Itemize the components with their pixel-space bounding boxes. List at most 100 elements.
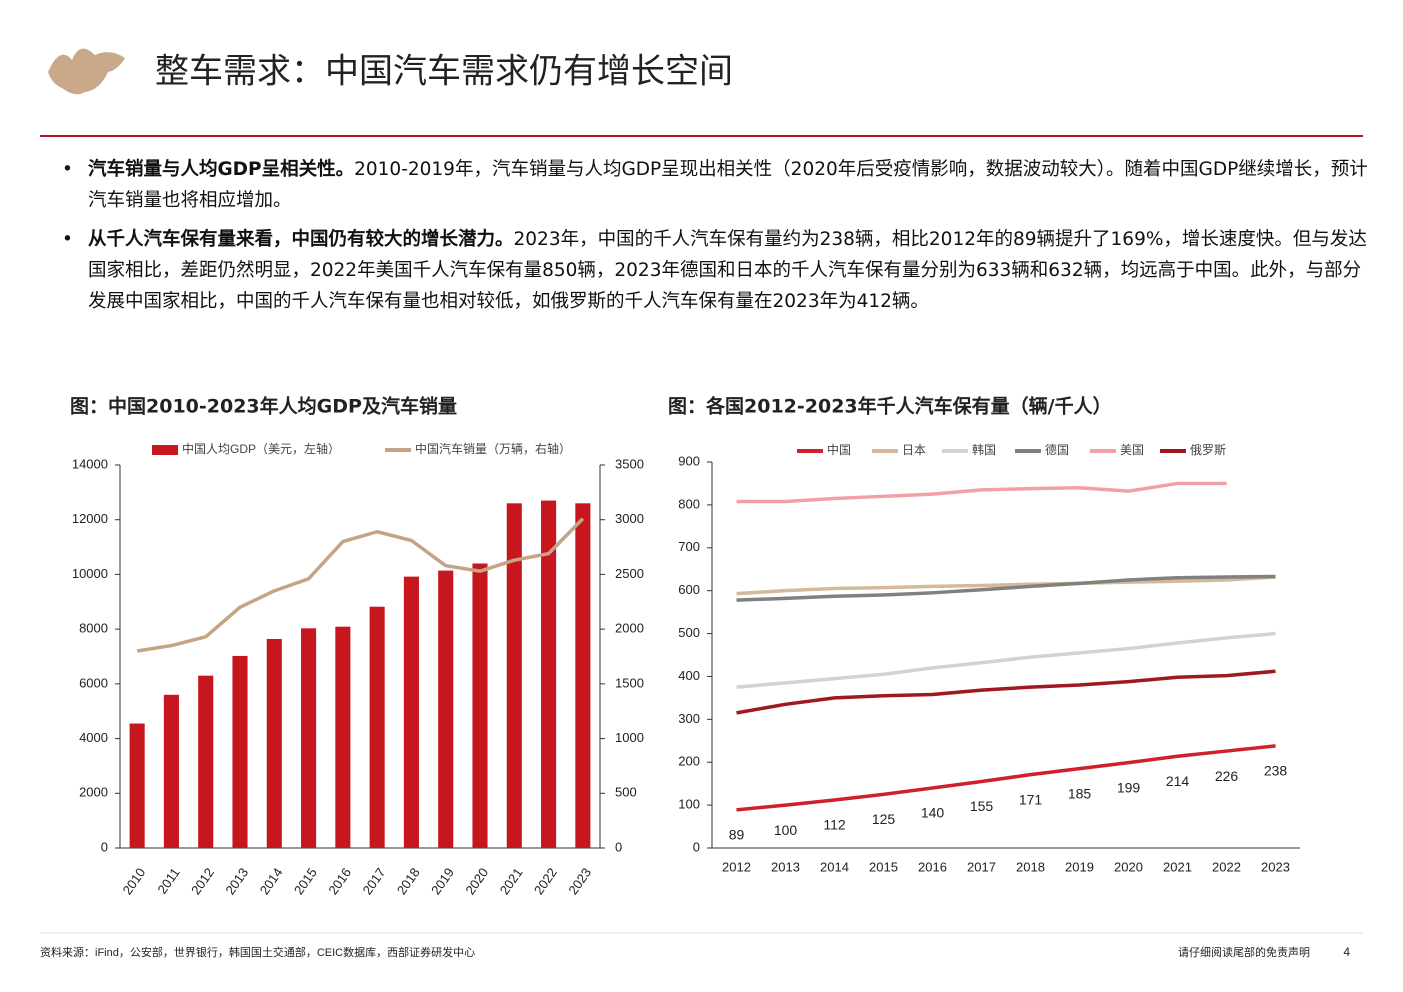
bullet-bold: 从千人汽车保有量来看，中国仍有较大的增长潜力。 [88, 229, 514, 250]
data-label: 185 [1068, 785, 1092, 801]
y-tick-label: 200 [678, 754, 700, 769]
x-tick-label: 2015 [869, 859, 898, 874]
x-tick-label: 2012 [722, 859, 751, 874]
y-tick-label: 500 [678, 625, 700, 640]
y2-tick-label: 500 [615, 785, 637, 800]
x-tick-label: 2018 [1016, 859, 1045, 874]
chart-title: 图：各国2012-2023年千人汽车保有量（辆/千人） [668, 395, 1112, 418]
x-tick-label: 2019 [428, 865, 457, 897]
y-tick-label: 0 [693, 839, 700, 854]
bullet-text: 2010-2019年，汽车销量与人均GDP呈现出相关性（2020年后受疫情影响，… [88, 159, 1368, 211]
data-label: 199 [1117, 779, 1141, 795]
data-label: 214 [1166, 773, 1190, 789]
x-tick-label: 2017 [360, 865, 389, 897]
y-tick-label: 900 [678, 453, 700, 468]
disclaimer: 请仔细阅读尾部的免责声明 [1178, 945, 1310, 959]
x-tick-label: 2023 [565, 865, 594, 897]
bar [575, 503, 591, 848]
bar [541, 500, 557, 848]
x-tick-label: 2018 [394, 865, 423, 897]
y-tick-label: 600 [678, 582, 700, 597]
y2-tick-label: 0 [615, 839, 622, 854]
chart-title: 图：中国2010-2023年人均GDP及汽车销量 [70, 395, 457, 418]
y2-tick-label: 1000 [615, 730, 644, 745]
bar [163, 694, 179, 848]
bar [335, 626, 351, 848]
y2-tick-label: 2500 [615, 566, 644, 581]
legend-label: 美国 [1120, 443, 1144, 457]
line-series [736, 575, 1276, 596]
legend-swatch [152, 445, 178, 455]
y-tick-label: 8000 [79, 621, 108, 636]
y-tick-label: 6000 [79, 675, 108, 690]
bar [129, 723, 145, 848]
x-tick-label: 2014 [820, 859, 849, 874]
bullet-bold: 汽车销量与人均GDP呈相关性。 [88, 159, 355, 180]
line-series [736, 744, 1276, 812]
logo [48, 48, 125, 95]
y-tick-label: 10000 [72, 566, 108, 581]
y2-tick-label: 2000 [615, 621, 644, 636]
x-tick-label: 2011 [154, 865, 182, 897]
data-label: 112 [823, 817, 846, 833]
x-tick-label: 2016 [325, 865, 354, 897]
x-tick-label: 2023 [1261, 859, 1290, 874]
bar [198, 675, 214, 848]
data-label: 125 [872, 811, 896, 827]
legend-label: 中国 [827, 442, 851, 457]
y-tick-label: 400 [678, 668, 700, 683]
source: 资料来源：iFind，公安部，世界银行，韩国国土交通部，CEIC数据库，西部证券… [40, 945, 475, 959]
y-tick-label: 2000 [79, 785, 108, 800]
x-tick-label: 2013 [222, 865, 251, 897]
bullet: • 从千人汽车保有量来看，中国仍有较大的增长潜力。2023年，中国的千人汽车保有量… [62, 229, 1367, 312]
y-tick-label: 300 [678, 711, 700, 726]
x-tick-label: 2017 [967, 859, 996, 874]
bar [438, 570, 454, 848]
bar [506, 503, 522, 848]
x-tick-label: 2021 [1163, 859, 1192, 874]
data-label: 155 [970, 798, 994, 814]
line-series [136, 517, 585, 653]
y-tick-label: 800 [678, 496, 700, 511]
data-label: 89 [729, 827, 745, 843]
data-label: 100 [774, 822, 798, 838]
bar [403, 576, 419, 848]
x-tick-label: 2020 [462, 865, 491, 897]
y-tick-label: 100 [678, 797, 700, 812]
y-tick-label: 14000 [72, 456, 108, 471]
bar [301, 628, 317, 848]
bullet-text: 2023年，中国的千人汽车保有量约为238辆，相比2012年的89辆提升了169… [88, 229, 1367, 312]
y2-tick-label: 3500 [615, 456, 644, 471]
bar [472, 563, 488, 848]
x-tick-label: 2013 [771, 859, 800, 874]
legend-label: 德国 [1045, 442, 1069, 457]
line-series [736, 574, 1276, 602]
page-title: 整车需求：中国汽车需求仍有增长空间 [155, 52, 733, 92]
bar [369, 606, 385, 848]
line-series [736, 631, 1276, 689]
legend-label: 日本 [902, 443, 926, 457]
y-tick-label: 0 [101, 839, 108, 854]
data-label: 140 [921, 805, 945, 821]
y-tick-label: 4000 [79, 730, 108, 745]
bar [266, 638, 282, 848]
x-tick-label: 2022 [531, 865, 560, 897]
x-tick-label: 2019 [1065, 859, 1094, 874]
line-series [736, 481, 1227, 504]
x-tick-label: 2014 [257, 865, 286, 897]
data-label: 226 [1215, 768, 1239, 784]
legend-label: 中国人均GDP（美元，左轴） [182, 441, 340, 456]
x-tick-label: 2022 [1212, 859, 1241, 874]
x-tick-label: 2016 [918, 859, 947, 874]
x-tick-label: 2021 [497, 865, 526, 897]
y-tick-label: 700 [678, 539, 700, 554]
line-series [736, 669, 1276, 715]
bullet: • 汽车销量与人均GDP呈相关性。2010-2019年，汽车销量与人均GDP呈现出… [62, 159, 1368, 211]
legend-label: 俄罗斯 [1190, 443, 1226, 457]
data-label: 171 [1019, 791, 1043, 807]
x-tick-label: 2010 [120, 865, 149, 897]
legend-label: 韩国 [972, 442, 996, 457]
x-tick-label: 2012 [188, 865, 217, 897]
